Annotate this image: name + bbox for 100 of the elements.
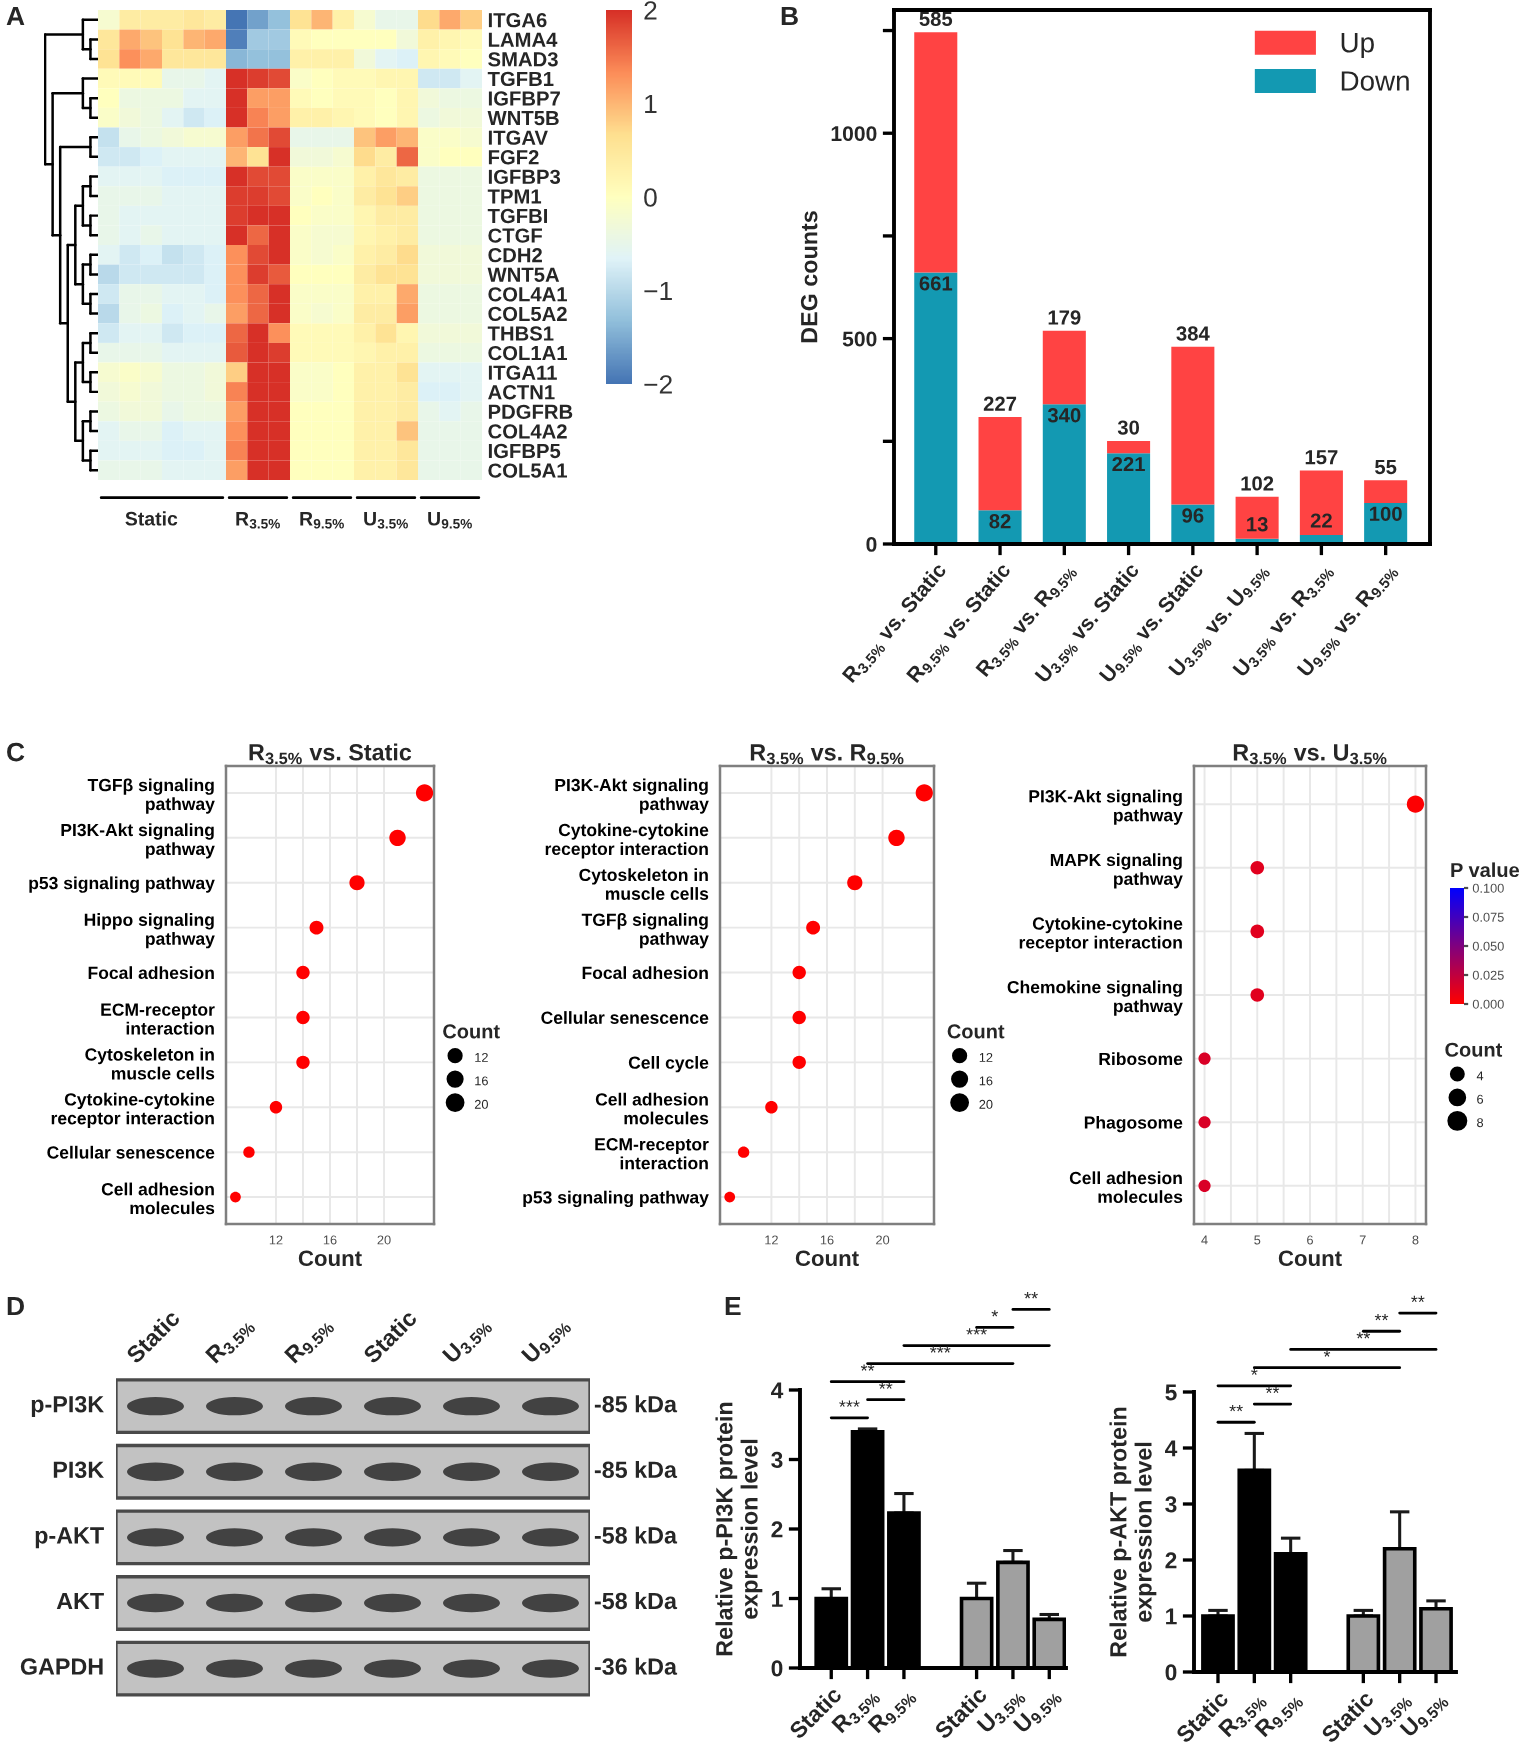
y-tick-label: Cellular senescence [541,1011,709,1024]
y-tick-label: 0 [866,536,877,552]
text: ** [879,1382,893,1389]
text: A [6,6,25,26]
color-bar-label: −2 [644,375,672,394]
annotation: *** [839,1400,860,1407]
data-label: 157 [1305,450,1338,465]
y-tick-label: Cytokine-cytokine receptor interaction [51,1092,215,1128]
y-tick-label: Cytokine-cytokine receptor interaction [545,823,709,859]
category-label: U$_{9.5%}$ [520,1315,573,1367]
y-tick-label: 3 [771,1451,783,1469]
y-tick-label: Cell adhesion molecules [1069,1171,1183,1204]
category-label: -58 kDa [594,1526,678,1544]
y-tick-label: Chemokine signaling pathway [1007,980,1183,1016]
y-tick-label: 2 [771,1521,783,1538]
y-tick-label: Ribosome [1099,1052,1183,1066]
y-tick-label: Cell adhesion molecules [101,1182,215,1215]
text: ** [1374,1313,1389,1321]
text: * [1323,1350,1331,1357]
category-label: -36 kDa [594,1657,678,1675]
data-label: 13 [1247,517,1268,532]
y-tick-label: Focal adhesion [88,966,214,980]
category-label: R$_{9.5%}$ [284,1315,336,1367]
legend-title: Count [1445,1042,1503,1057]
y-tick-label: TGFβ signaling pathway [581,913,709,949]
y-tick-label: 1 [772,1591,783,1607]
y-axis-title: Relative p-PI3K protein expression level [715,1402,763,1656]
annotation: ** [1229,1404,1243,1412]
data-label: 661 [919,276,953,291]
y-tick-label: TPM1 [487,189,542,204]
data-label: 384 [1176,326,1210,341]
y-tick-label: IGFBP7 [488,91,560,106]
y-tick-label: FGF2 [488,150,539,165]
text: D [7,1296,24,1316]
annotation: ** [1265,1386,1280,1394]
data-label: 96 [1182,508,1204,523]
x-axis-title: Count [298,1250,362,1267]
text: ** [1411,1295,1425,1303]
y-axis-title: DEG counts [800,211,818,343]
y-tick-label: COL1A1 [488,345,567,361]
y-tick-label: p53 signaling pathway [29,876,215,893]
y-tick-label: IGFBP5 [488,443,561,459]
y-tick-label: COL4A2 [488,424,567,439]
x-tick-label: Static [125,511,178,526]
category-label: AKT [56,1592,104,1610]
x-axis-title: Count [795,1250,859,1267]
y-tick-label: 3 [1165,1496,1177,1513]
x-tick-label: U$_{9.5%}$ [428,512,472,529]
x-axis-title: Count [1278,1250,1342,1267]
legend-title: Count [443,1024,500,1039]
data-label: 227 [983,396,1017,411]
y-tick-label: Phagosome [1084,1115,1183,1133]
y-tick-label: ECM-receptor interaction [101,1003,215,1035]
y-tick-label: 4 [771,1382,784,1399]
text: E [725,1296,741,1316]
y-tick-label: 5 [1165,1384,1177,1401]
y-tick-label: 4 [1165,1440,1178,1457]
x-tick-label: R$_{9.5%}$ [300,512,344,529]
y-tick-label: PI3K-Akt signaling pathway [61,823,215,859]
y-tick-label: PI3K-Akt signaling pathway [555,778,709,814]
category-label: PI3K [53,1461,104,1479]
y-tick-label: COL5A1 [488,463,567,478]
y-tick-label: MAPK signaling pathway [1050,853,1183,889]
y-tick-label: COL4A1 [488,287,567,302]
y-tick-label: Cytokine-cytokine receptor interaction [1019,916,1183,953]
y-tick-label: 2 [1165,1552,1177,1569]
category-label: -85 kDa [594,1460,678,1479]
y-tick-label: ACTN1 [488,385,555,400]
text: * [1251,1368,1258,1375]
y-tick-label: 500 [842,331,877,347]
category-label: -58 kDa [594,1592,678,1610]
text: *** [930,1346,951,1353]
legend-label: Up [1341,33,1374,58]
y-tick-label: WNT5B [487,111,559,126]
y-tick-label: Cell adhesion molecules [595,1092,709,1125]
y-tick-label: THBS1 [487,326,554,341]
legend-title: Count [947,1024,1005,1039]
y-tick-label: LAMA4 [488,32,558,47]
y-tick-label: ITGAV [488,130,548,145]
chart-title: R$_{3.5%}$ vs. Static [249,743,412,765]
y-tick-label: 1 [1166,1608,1177,1625]
y-tick-label: TGFB1 [487,71,554,87]
y-tick-label: TGFBI [487,208,548,224]
chart-title: R$_{3.5%}$ vs. U$_{3.5%}$ [1233,744,1387,765]
category-label: R$_{3.5%}$ [205,1315,257,1367]
y-tick-label: TGFβ signaling pathway [87,778,215,814]
y-tick-label: ECM-receptor interaction [595,1138,709,1170]
text: ** [860,1364,875,1371]
y-tick-label: IGFBP3 [488,169,561,185]
category-label: -85 kDa [594,1395,678,1413]
y-axis-title: Relative p-AKT protein expression level [1109,1407,1157,1657]
y-tick-label: 1000 [831,126,877,142]
category-label: p-PI3K [31,1395,104,1418]
legend-label: Down [1341,71,1409,91]
y-tick-label: Focal adhesion [582,966,708,980]
y-tick-label: ITGA11 [488,365,557,380]
data-label: 340 [1047,408,1081,423]
y-tick-label: PDGFRB [488,404,573,420]
data-label: 585 [919,11,953,27]
x-tick-label: U$_{3.5%}$ [364,512,408,529]
